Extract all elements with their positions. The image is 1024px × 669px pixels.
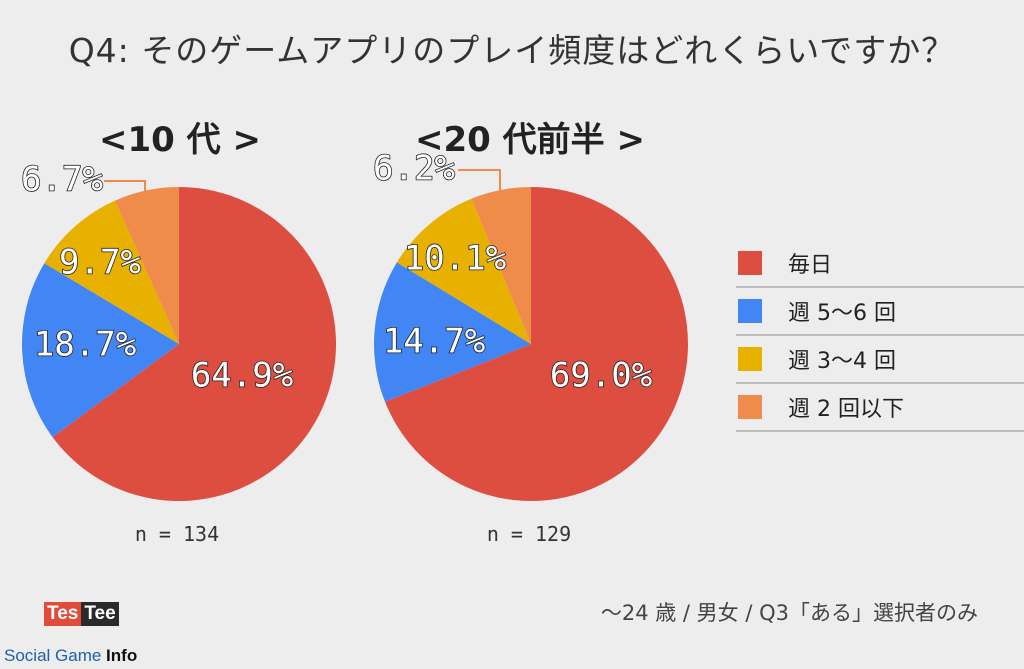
leader-line <box>458 169 501 190</box>
legend-swatch <box>738 251 762 275</box>
pie-slice-daily <box>52 187 337 502</box>
testee-logo: Tes Tee <box>44 602 119 626</box>
pie-slice-5-6-times <box>21 263 179 438</box>
pie-slice-daily <box>385 187 688 502</box>
leader-line <box>104 180 146 193</box>
legend: 毎日 週 5〜6 回 週 3〜4 回 週 2 回以下 <box>736 240 1024 432</box>
pie-label-2-or-less: 6.7% <box>21 160 103 200</box>
brand-watermark: Social Game Info <box>4 646 137 666</box>
page-title: Q4: そのゲームアプリのプレイ頻度はどれくらいですか？ <box>68 31 956 70</box>
pie-label-daily: 69.0% <box>550 356 652 396</box>
legend-label: 週 3〜4 回 <box>788 349 896 374</box>
pie-slice-3-4-times <box>44 200 179 344</box>
brand-prefix: Social Game <box>4 646 107 665</box>
survey-note: 〜24 歳 / 男女 / Q3「ある」選択者のみ <box>600 601 978 625</box>
pie-label-3-4-times: 10.1% <box>404 239 506 279</box>
pie-label-3-4-times: 9.7% <box>59 243 141 283</box>
chart-title-early-twenties: <20 代前半 > <box>415 120 645 160</box>
logo-text-right: Tee <box>81 602 119 626</box>
pie-slice-2-or-less <box>471 187 531 344</box>
brand-suffix: Info <box>106 646 138 665</box>
pie-label-5-6-times: 14.7% <box>383 322 485 362</box>
pie-label-5-6-times: 18.7% <box>34 325 136 365</box>
logo-text-left: Tes <box>44 602 82 626</box>
legend-item-3-4-times: 週 3〜4 回 <box>736 336 1024 384</box>
legend-item-5-6-times: 週 5〜6 回 <box>736 288 1024 336</box>
legend-swatch <box>738 347 762 371</box>
legend-label: 週 2 回以下 <box>788 397 904 422</box>
legend-label: 毎日 <box>788 253 833 278</box>
pie-slice-2-or-less <box>114 187 179 344</box>
legend-swatch <box>738 395 762 419</box>
pie-slice-3-4-times <box>396 198 531 344</box>
pie-label-daily: 64.9% <box>191 356 293 396</box>
legend-item-daily: 毎日 <box>736 240 1024 288</box>
legend-item-2-or-less: 週 2 回以下 <box>736 384 1024 432</box>
legend-swatch <box>738 299 762 323</box>
pie-label-2-or-less: 6.2% <box>373 149 455 189</box>
sample-size-early-twenties: n = 129 <box>486 522 572 546</box>
sample-size-teens: n = 134 <box>134 522 220 546</box>
legend-label: 週 5〜6 回 <box>788 301 896 326</box>
pie-slice-5-6-times <box>374 262 531 402</box>
chart-title-teens: <10 代 > <box>99 120 261 160</box>
